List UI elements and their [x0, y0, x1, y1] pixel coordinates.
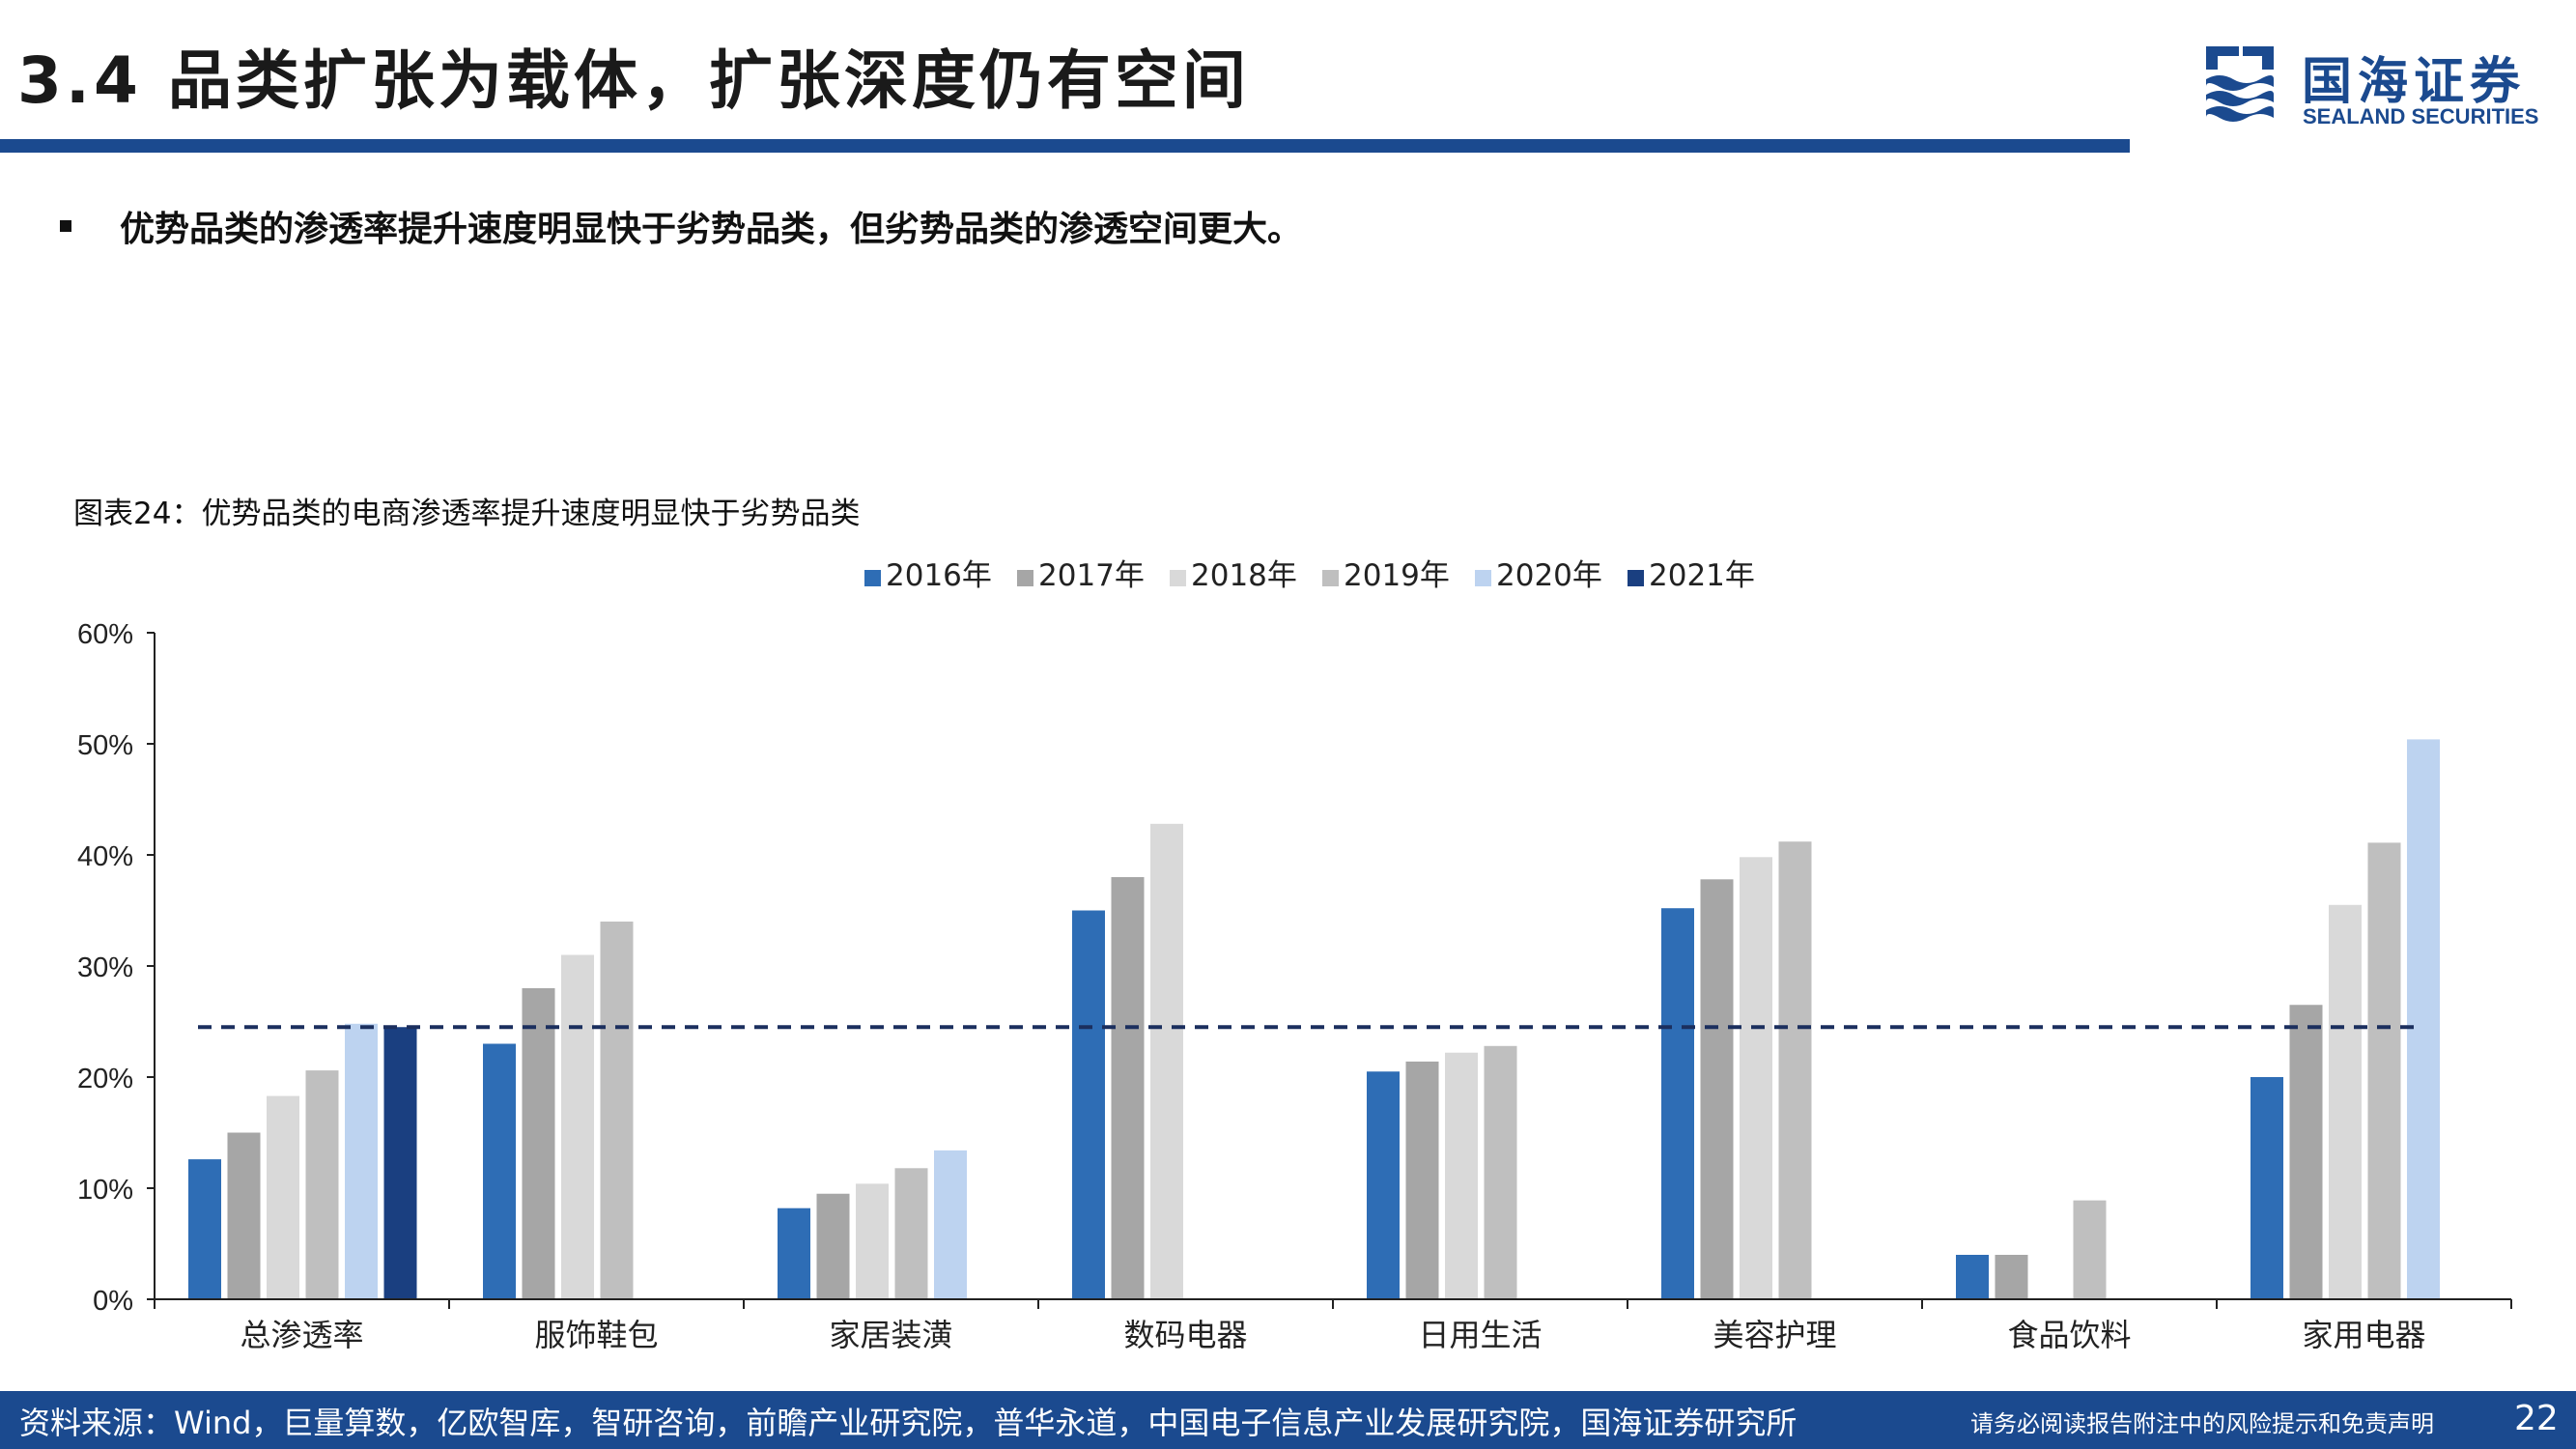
- key-point: 优势品类的渗透率提升速度明显快于劣势品类，但劣势品类的渗透空间更大。: [60, 201, 1302, 251]
- x-tick-label-5: 美容护理: [1713, 1317, 1836, 1353]
- bar-1-0: [483, 1043, 516, 1299]
- bar-2-2: [856, 1183, 889, 1299]
- x-tick-label-0: 总渗透率: [240, 1317, 363, 1353]
- bar-5-0: [1661, 908, 1694, 1299]
- bar-0-1: [227, 1132, 261, 1299]
- header-divider: [0, 139, 2130, 153]
- bullet-square-icon: [60, 220, 71, 232]
- bar-1-1: [522, 988, 555, 1299]
- bar-2-4: [934, 1150, 967, 1299]
- bar-4-2: [1445, 1052, 1478, 1299]
- y-tick-label-3: 30%: [77, 952, 133, 983]
- bar-4-1: [1405, 1061, 1439, 1299]
- logo-english-name: SEALAND SECURITIES: [2303, 104, 2539, 128]
- bar-7-2: [2329, 904, 2362, 1299]
- bar-5-3: [1778, 841, 1812, 1299]
- x-tick-label-2: 家居装潢: [829, 1317, 952, 1353]
- bar-6-3: [2073, 1200, 2107, 1299]
- legend-label-5: 2021年: [1649, 558, 1755, 593]
- x-tick-label-6: 食品饮料: [2007, 1317, 2131, 1353]
- bar-0-0: [188, 1159, 221, 1299]
- x-tick-label-4: 日用生活: [1418, 1317, 1542, 1353]
- legend-label-1: 2017年: [1038, 558, 1145, 593]
- bar-0-3: [305, 1070, 339, 1299]
- legend-label-2: 2018年: [1191, 558, 1297, 593]
- x-tick-label-1: 服饰鞋包: [534, 1317, 658, 1353]
- legend-label-4: 2020年: [1496, 558, 1602, 593]
- y-tick-label-4: 40%: [77, 841, 133, 872]
- bar-2-0: [778, 1208, 810, 1299]
- key-point-text: 优势品类的渗透率提升速度明显快于劣势品类，但劣势品类的渗透空间更大。: [120, 210, 1303, 249]
- legend-swatch-0: [864, 570, 881, 586]
- x-axis: 总渗透率 服饰鞋包 家居装潢 数码电器 日用生活 美容护理 食品饮料 家用电器: [154, 1298, 2512, 1353]
- x-tick-label-3: 数码电器: [1123, 1317, 1247, 1353]
- chart-legend: 2016年 2017年 2018年 2019年 2020年 2021年: [864, 558, 1755, 593]
- legend-label-3: 2019年: [1344, 558, 1450, 593]
- bar-0-2: [267, 1095, 299, 1299]
- bar-3-0: [1072, 910, 1105, 1299]
- bar-3-1: [1111, 877, 1145, 1299]
- y-tick-label-5: 50%: [77, 730, 133, 761]
- bar-7-4: [2407, 739, 2440, 1299]
- legend-swatch-4: [1475, 570, 1491, 586]
- chart-bars: [188, 739, 2440, 1299]
- bar-1-2: [561, 954, 594, 1299]
- bar-4-0: [1367, 1071, 1400, 1299]
- bar-0-5: [383, 1027, 417, 1299]
- y-tick-label-2: 20%: [77, 1064, 133, 1094]
- sealand-logo-icon: [2200, 41, 2279, 128]
- page-title: 3.4 品类扩张为载体，扩张深度仍有空间: [17, 43, 1250, 118]
- data-source-text: 资料来源：Wind，巨量算数，亿欧智库，智研咨询，前瞻产业研究院，普华永道，中国…: [19, 1405, 1798, 1441]
- figure-caption: 图表24：优势品类的电商渗透率提升速度明显快于劣势品类: [73, 497, 861, 531]
- bar-chart: 2016年 2017年 2018年 2019年 2020年 2021年 0% 10% 20% 3…: [77, 558, 2512, 1353]
- y-axis: 0% 10% 20% 30% 40% 50% 60%: [77, 619, 156, 1317]
- bar-7-0: [2250, 1077, 2283, 1299]
- bar-6-0: [1956, 1255, 1989, 1299]
- bar-1-3: [600, 922, 634, 1299]
- legend-swatch-5: [1628, 570, 1644, 586]
- legend-swatch-1: [1017, 570, 1033, 586]
- bar-2-1: [816, 1193, 850, 1299]
- y-tick-label-1: 10%: [77, 1175, 133, 1206]
- bar-7-3: [2367, 842, 2401, 1299]
- legend-swatch-3: [1322, 570, 1339, 586]
- footer-bar: 资料来源：Wind，巨量算数，亿欧智库，智研咨询，前瞻产业研究院，普华永道，中国…: [0, 1391, 2576, 1449]
- y-tick-label-0: 0%: [93, 1286, 133, 1317]
- bar-5-2: [1740, 857, 1772, 1299]
- legend-swatch-2: [1170, 570, 1186, 586]
- company-logo: 国海证券 SEALAND SECURITIES: [2200, 41, 2548, 137]
- bar-0-4: [345, 1023, 378, 1299]
- logo-chinese-name: 国海证券: [2302, 53, 2527, 111]
- y-tick-label-6: 60%: [77, 619, 133, 650]
- bar-2-3: [894, 1168, 928, 1299]
- bar-6-1: [1995, 1255, 2028, 1299]
- disclaimer-text: 请务必阅读报告附注中的风险提示和免责声明: [1970, 1410, 2434, 1437]
- page-number: 22: [2514, 1399, 2559, 1438]
- legend-label-0: 2016年: [886, 558, 992, 593]
- bar-5-1: [1700, 879, 1734, 1299]
- bar-3-2: [1150, 823, 1183, 1299]
- x-tick-label-7: 家用电器: [2302, 1317, 2425, 1353]
- bar-4-3: [1484, 1045, 1517, 1299]
- bar-7-1: [2289, 1005, 2323, 1299]
